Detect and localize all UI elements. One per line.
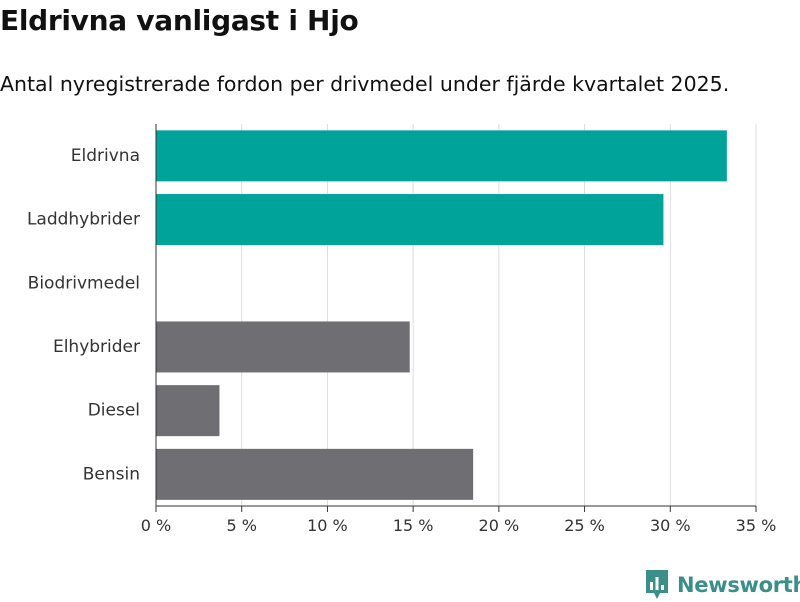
- category-label: Biodrivmedel: [28, 273, 140, 293]
- x-tick-label: 10 %: [307, 516, 348, 535]
- newsworthy-logo: Newsworthy: [644, 568, 800, 602]
- x-tick-label: 30 %: [650, 516, 691, 535]
- x-tick-label: 15 %: [393, 516, 434, 535]
- category-label: Laddhybrider: [27, 210, 140, 230]
- bar-chart-logo-icon: [646, 570, 668, 599]
- brand-name: Newsworthy: [677, 573, 800, 597]
- x-tick-label: 35 %: [736, 516, 777, 535]
- category-label: Eldrivna: [71, 146, 140, 166]
- chart-title: Eldrivna vanligast i Hjo: [0, 4, 359, 37]
- bars: [156, 130, 727, 500]
- x-tick-label: 25 %: [564, 516, 605, 535]
- x-tick-label: 0 %: [141, 516, 171, 535]
- category-label: Elhybrider: [53, 337, 140, 357]
- bar: [156, 194, 664, 246]
- x-tick-label: 5 %: [226, 516, 256, 535]
- category-label: Bensin: [83, 464, 140, 484]
- bar: [156, 448, 474, 500]
- grid-lines: [241, 124, 757, 506]
- x-axis: 0 % 5 % 10 % 15 % 20 % 25 % 30 % 35 %: [141, 124, 777, 535]
- category-labels: Eldrivna Laddhybrider Biodrivmedel Elhybrid…: [27, 146, 140, 485]
- category-label: Diesel: [88, 401, 140, 421]
- bar: [156, 130, 727, 182]
- x-tick-label: 20 %: [479, 516, 520, 535]
- chart-subtitle: Antal nyregistrerade fordon per drivmede…: [0, 72, 730, 96]
- bar: [156, 321, 410, 373]
- bar: [156, 385, 220, 437]
